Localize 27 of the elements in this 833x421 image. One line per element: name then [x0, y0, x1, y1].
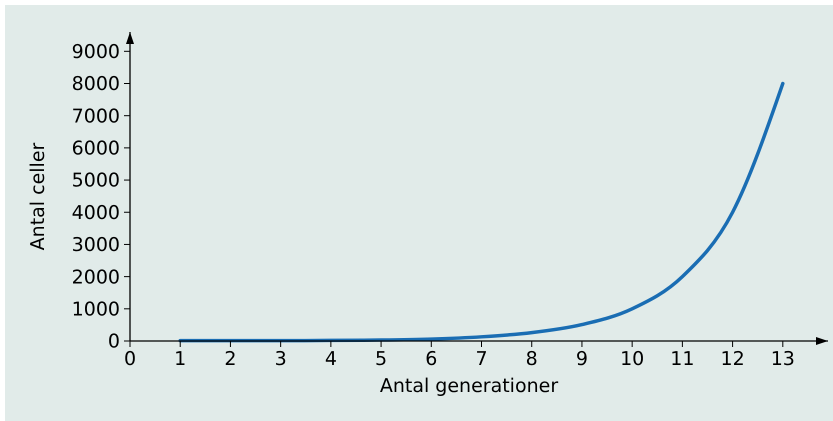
y-tick-label: 2000	[72, 266, 120, 288]
x-tick-label: 1	[174, 348, 186, 370]
x-tick-label: 4	[324, 348, 337, 370]
x-axis-title: Antal generationer	[380, 375, 558, 397]
x-tick-label: 8	[526, 348, 538, 370]
x-tick-label: 13	[770, 348, 795, 370]
y-axis-title: Antal celler	[27, 142, 49, 250]
x-tick-label: 0	[124, 348, 136, 370]
line-series	[178, 82, 785, 342]
x-tick-label: 11	[670, 348, 694, 370]
y-tick-label: 8000	[72, 73, 120, 96]
y-tick-label: 1000	[72, 298, 120, 320]
x-tick-label: 10	[620, 348, 644, 370]
x-tick-label: 7	[475, 348, 488, 370]
x-tick-label: 3	[274, 348, 287, 370]
y-tick-label: 7000	[72, 105, 120, 128]
y-tick-label: 0	[108, 330, 120, 353]
x-tick-label: 2	[224, 348, 236, 370]
y-tick-label: 6000	[72, 138, 120, 160]
y-tick-label: 5000	[72, 170, 120, 192]
x-tick-label: 12	[720, 348, 745, 370]
x-tick-label: 6	[425, 348, 438, 370]
y-tick-label: 9000	[72, 40, 120, 63]
x-tick-label: 9	[576, 348, 588, 370]
x-tick-label: 5	[375, 348, 388, 370]
y-tick-label: 3000	[72, 234, 120, 256]
y-tick-label: 4000	[72, 202, 120, 224]
